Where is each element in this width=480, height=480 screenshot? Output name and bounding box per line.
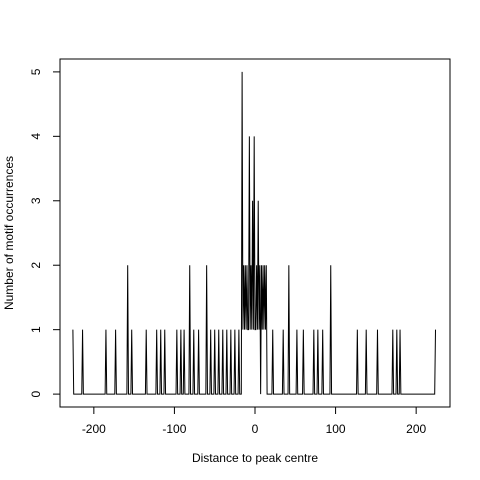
x-tick-label: 100 (326, 422, 346, 436)
y-tick-label: 1 (29, 326, 43, 333)
x-tick-label: 200 (406, 422, 426, 436)
x-axis-label: Distance to peak centre (192, 451, 318, 465)
y-tick-label: 0 (29, 390, 43, 397)
x-tick-label: -200 (82, 422, 106, 436)
data-line (72, 71, 436, 395)
y-tick-label: 3 (29, 197, 43, 204)
y-tick-label: 2 (29, 262, 43, 269)
y-tick-label: 4 (29, 133, 43, 140)
x-tick-label: 0 (252, 422, 259, 436)
x-tick-label: -100 (162, 422, 186, 436)
y-axis-label: Number of motif occurrences (2, 156, 16, 310)
y-tick-label: 5 (29, 68, 43, 75)
